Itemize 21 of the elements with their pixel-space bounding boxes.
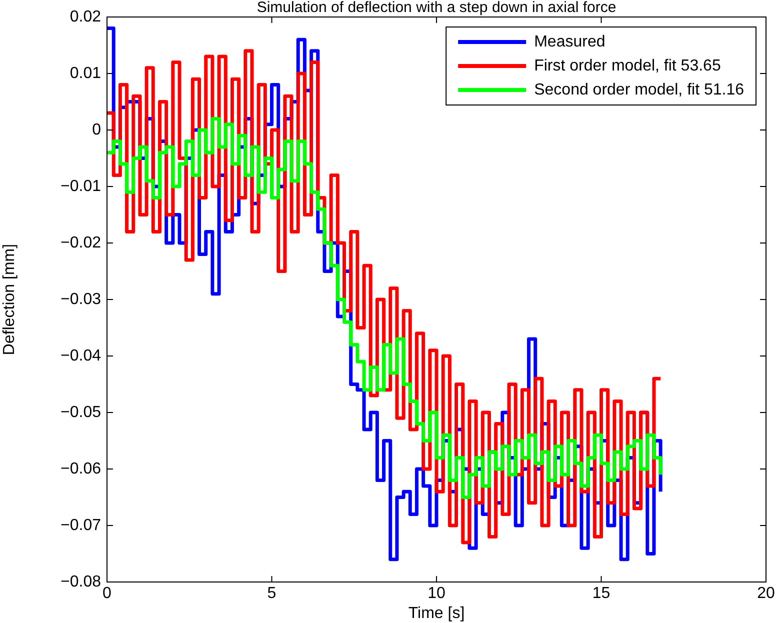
x-axis-title: Time [s] [408, 604, 465, 622]
y-tick-label: −0.07 [60, 516, 102, 534]
y-tick-label: −0.05 [60, 404, 102, 421]
y-tick-label: 0.02 [70, 8, 102, 26]
y-tick-label: −0.04 [60, 347, 102, 364]
y-tick-label: −0.06 [60, 460, 102, 478]
legend-label: Measured [534, 33, 606, 50]
x-tick-label: 5 [267, 585, 276, 602]
x-tick-label: 20 [757, 585, 775, 602]
legend-label: First order model, fit 53.65 [534, 57, 721, 74]
y-axis-title: Deflection [mm] [1, 244, 18, 356]
y-tick-label: −0.08 [60, 573, 102, 590]
x-tick-label: 15 [592, 585, 610, 602]
chart-title: Simulation of deflection with a step down in axial force [256, 0, 616, 16]
y-tick-label: 0 [92, 121, 102, 138]
y-tick-label: 0.01 [70, 64, 102, 82]
legend-label: Second order model, fit 51.16 [534, 81, 744, 98]
x-tick-label: 10 [428, 585, 446, 602]
y-tick-label: −0.03 [60, 290, 102, 308]
y-tick-label: −0.01 [60, 178, 102, 195]
y-tick-label: −0.02 [60, 234, 102, 252]
